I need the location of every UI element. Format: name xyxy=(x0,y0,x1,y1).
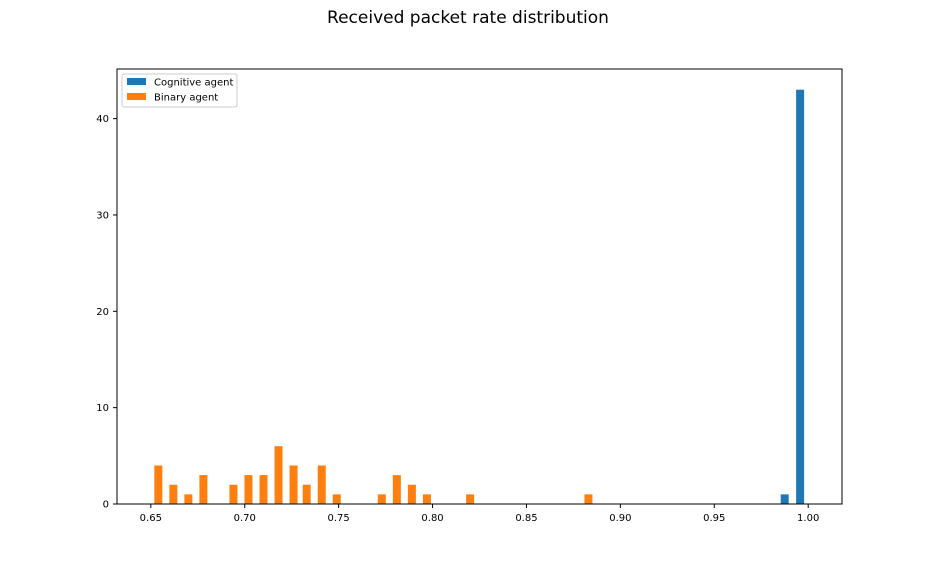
plot-frame xyxy=(116,68,843,505)
bar-binary-2 xyxy=(184,494,193,504)
bar-binary-1 xyxy=(169,484,178,504)
bar-binary-13 xyxy=(392,475,401,504)
bar-binary-3 xyxy=(199,475,208,504)
bar-binary-5 xyxy=(244,475,253,504)
bar-binary-9 xyxy=(302,484,311,504)
legend-swatch xyxy=(127,78,146,85)
bar-binary-10 xyxy=(317,465,326,504)
bar-binary-4 xyxy=(229,484,238,504)
bar-binary-7 xyxy=(274,446,283,504)
legend-box xyxy=(121,73,238,108)
x-tick-label: 0.90 xyxy=(609,513,631,524)
bar-cognitive-1 xyxy=(796,89,805,505)
y-tick-label: 0 xyxy=(103,500,109,511)
x-tick-label: 0.80 xyxy=(421,513,443,524)
legend: Cognitive agent Binary agent xyxy=(121,73,238,108)
x-tick-label: 0.65 xyxy=(140,513,162,524)
legend-label: Binary agent xyxy=(154,93,218,104)
x-tick-label: 0.70 xyxy=(234,513,256,524)
x-tick-label: 0.75 xyxy=(327,513,349,524)
bars-group xyxy=(154,89,805,505)
y-tick-label: 30 xyxy=(96,210,109,221)
x-tick-label: 0.95 xyxy=(703,513,725,524)
bar-binary-0 xyxy=(154,465,163,504)
y-tick-label: 40 xyxy=(96,114,109,125)
bar-binary-16 xyxy=(466,494,475,504)
chart-title: Received packet rate distribution xyxy=(327,8,609,28)
bar-binary-15 xyxy=(422,494,431,504)
bar-binary-6 xyxy=(259,475,268,504)
x-tick-label: 0.85 xyxy=(515,513,537,524)
bar-cognitive-0 xyxy=(780,494,789,504)
legend-label: Cognitive agent xyxy=(154,78,233,89)
bar-binary-11 xyxy=(332,494,341,504)
legend-swatch xyxy=(127,93,146,100)
bar-binary-12 xyxy=(377,494,386,504)
bar-binary-14 xyxy=(407,484,416,504)
bar-binary-8 xyxy=(289,465,298,504)
x-tick-label: 1.00 xyxy=(797,513,819,524)
y-tick-label: 10 xyxy=(96,403,109,414)
x-axis: 0.65 0.70 0.75 0.80 0.85 0.90 0.95 1.00 xyxy=(140,504,819,524)
y-axis: 0 10 20 30 40 xyxy=(96,114,117,511)
bar-binary-17 xyxy=(584,494,593,504)
y-tick-label: 20 xyxy=(96,307,109,318)
